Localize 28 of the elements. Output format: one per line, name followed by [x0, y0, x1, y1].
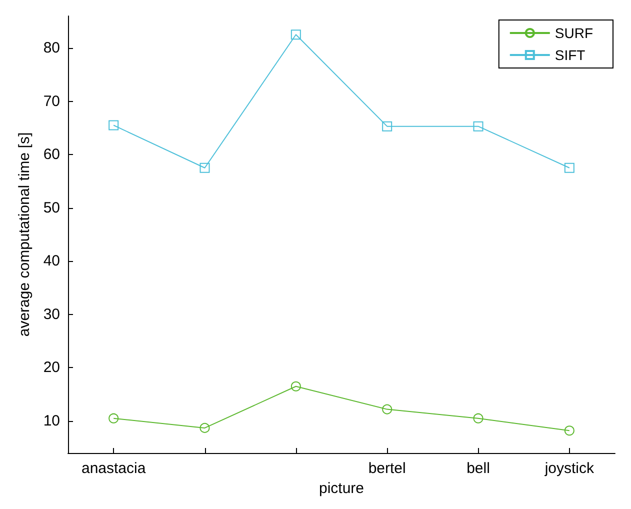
point — [382, 121, 392, 132]
legend-label: SIFT — [554, 47, 586, 63]
point — [290, 381, 301, 392]
y-tick-label: 70 — [43, 92, 60, 110]
point — [200, 422, 210, 433]
point — [564, 162, 574, 173]
y-axis-title: average computational time [s] — [16, 132, 33, 337]
y-tick-label: 40 — [43, 252, 60, 270]
y-tick-label: 60 — [43, 146, 60, 164]
y-tick-label: 20 — [43, 359, 60, 376]
x-tick-label: joystick — [544, 460, 594, 477]
point — [473, 413, 484, 424]
point — [108, 120, 119, 130]
point — [108, 413, 119, 424]
point — [290, 30, 301, 40]
legend-label: SURF — [554, 25, 594, 41]
x-tick-label: anastacia — [81, 460, 146, 477]
x-axis-title: picture — [318, 480, 364, 497]
point — [473, 121, 484, 132]
x-tick-label: bertel — [368, 460, 406, 477]
y-tick-label: 50 — [43, 199, 60, 216]
y-tick-label: 10 — [43, 412, 60, 430]
y-tick-label: 30 — [43, 306, 60, 323]
y-tick-label: 80 — [43, 39, 60, 56]
point — [564, 426, 574, 436]
point — [200, 162, 210, 173]
point — [382, 404, 392, 414]
x-tick-label: bell — [466, 460, 490, 477]
